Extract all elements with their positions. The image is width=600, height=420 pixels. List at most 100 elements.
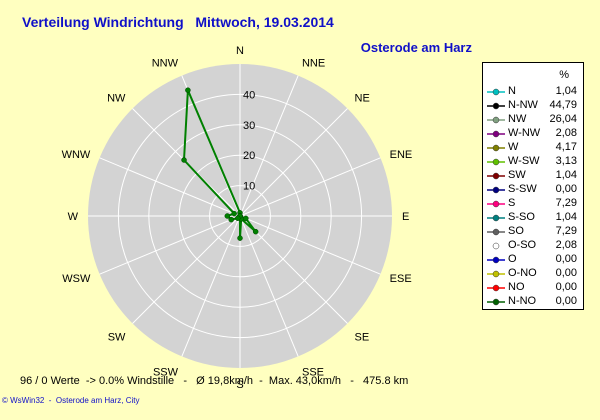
direction-label-wnw: WNW — [62, 149, 91, 161]
legend-label: N-NO — [508, 295, 537, 307]
statistics-text: 96 / 0 Werte -> 0.0% Windstille - Ø 19,8… — [20, 375, 409, 387]
data-point-s — [237, 235, 243, 241]
legend-marker — [487, 88, 505, 96]
footer-text: © WsWin32 - Osterode am Harz, City — [2, 396, 140, 405]
data-point-ese — [243, 215, 249, 222]
legend-marker — [487, 130, 505, 138]
radial-ticks: 10 20 30 40 — [243, 89, 255, 192]
direction-label-ene: ENE — [390, 149, 413, 161]
legend-marker — [487, 116, 505, 124]
legend-item: SW 1,04 — [483, 169, 583, 183]
data-point-wsw — [228, 216, 234, 223]
direction-label-w: W — [68, 211, 79, 223]
legend-label: S-SW — [508, 183, 537, 195]
legend-marker — [487, 242, 505, 250]
legend-marker — [487, 298, 505, 306]
direction-label-e: E — [402, 211, 409, 223]
data-point-nnw — [185, 87, 191, 93]
grid-spoke — [181, 215, 241, 357]
chart-title: Verteilung Windrichtung Mittwoch, 19.03.… — [22, 14, 334, 30]
data-point-se — [252, 228, 259, 235]
legend: % N 1,04 N-NW 44,79 NW 26,04 W-NW 2,08 W 4,17 W-SW… — [482, 62, 584, 310]
grid-spoke — [99, 215, 241, 275]
direction-label-ssw: SSW — [153, 367, 179, 379]
legend-item: S 7,29 — [483, 197, 583, 211]
legend-label: SW — [508, 169, 526, 181]
radial-tick-label: 10 — [243, 181, 255, 193]
legend-label: O — [508, 253, 517, 265]
legend-marker — [487, 214, 505, 222]
legend-value: 0,00 — [555, 267, 577, 279]
grid-spoke — [239, 108, 348, 217]
legend-label: N — [508, 85, 516, 97]
legend-label: W-SW — [508, 155, 540, 167]
legend-item: S-SO 1,04 — [483, 211, 583, 225]
direction-labels: N NNE NE ENE E ESE SE SSE S SSW SW WSW W WNW NW NNW — [62, 45, 413, 391]
legend-label: S — [508, 197, 516, 209]
legend-value: 3,13 — [555, 155, 577, 167]
direction-label-se: SE — [355, 332, 370, 344]
radial-tick-label: 20 — [243, 150, 255, 162]
legend-item: N-NO 0,00 — [483, 295, 583, 309]
direction-label-wsw: WSW — [62, 273, 91, 285]
legend-value: 44,79 — [549, 99, 577, 111]
legend-label: W-NW — [508, 127, 541, 139]
data-point-sw — [235, 215, 241, 221]
legend-label: O-SO — [508, 239, 537, 251]
legend-marker — [487, 144, 505, 152]
direction-label-sw: SW — [108, 332, 126, 344]
legend-item: O-NO 0,00 — [483, 267, 583, 281]
legend-item: SO 7,29 — [483, 225, 583, 239]
legend-marker — [487, 102, 505, 110]
legend-item: O 0,00 — [483, 253, 583, 267]
legend-value: 0,00 — [555, 281, 577, 293]
direction-label-nne: NNE — [302, 57, 325, 69]
direction-label-nnw: NNW — [152, 57, 179, 69]
legend-label: S-SO — [508, 211, 535, 223]
direction-label-nw: NW — [107, 92, 126, 104]
legend-marker — [487, 186, 505, 194]
data-point-wnw — [231, 210, 237, 217]
legend-value: 1,04 — [555, 85, 577, 97]
radial-tick-label: 40 — [243, 89, 255, 101]
direction-label-n: N — [236, 45, 244, 57]
legend-label: NO — [508, 281, 525, 293]
legend-value: 0,00 — [555, 253, 577, 265]
grid-spoke — [239, 75, 299, 217]
legend-marker — [487, 158, 505, 166]
series — [181, 87, 259, 241]
grid-spoke — [239, 215, 299, 357]
legend-item: W-SW 3,13 — [483, 155, 583, 169]
legend-label: SO — [508, 225, 524, 237]
legend-value: 7,29 — [555, 197, 577, 209]
data-point-w — [224, 213, 231, 219]
legend-label: NW — [508, 113, 527, 125]
legend-unit: % — [559, 69, 569, 81]
grid — [88, 64, 392, 368]
grid-spoke — [239, 215, 381, 275]
direction-label-s: S — [236, 379, 243, 391]
legend-value: 26,04 — [549, 113, 577, 125]
legend-marker — [487, 200, 505, 208]
legend-marker — [487, 256, 505, 264]
direction-label-sse: SSE — [302, 367, 324, 379]
legend-value: 0,00 — [555, 295, 577, 307]
legend-marker — [487, 270, 505, 278]
radial-tick-label: 30 — [243, 120, 255, 132]
legend-value: 4,17 — [555, 141, 577, 153]
grid-spoke — [99, 157, 241, 217]
legend-value: 2,08 — [555, 127, 577, 139]
legend-item: N 1,04 — [483, 85, 583, 99]
data-point-nw — [181, 157, 187, 163]
direction-label-ne: NE — [355, 92, 370, 104]
legend-item: W-NW 2,08 — [483, 127, 583, 141]
legend-item: S-SW 0,00 — [483, 183, 583, 197]
grid-spoke — [239, 215, 348, 324]
legend-marker — [487, 228, 505, 236]
legend-label: N-NW — [508, 99, 538, 111]
chart-subtitle: Osterode am Harz — [360, 40, 472, 55]
legend-item: NO 0,00 — [483, 281, 583, 295]
legend-value: 0,00 — [555, 183, 577, 195]
legend-marker — [487, 284, 505, 292]
